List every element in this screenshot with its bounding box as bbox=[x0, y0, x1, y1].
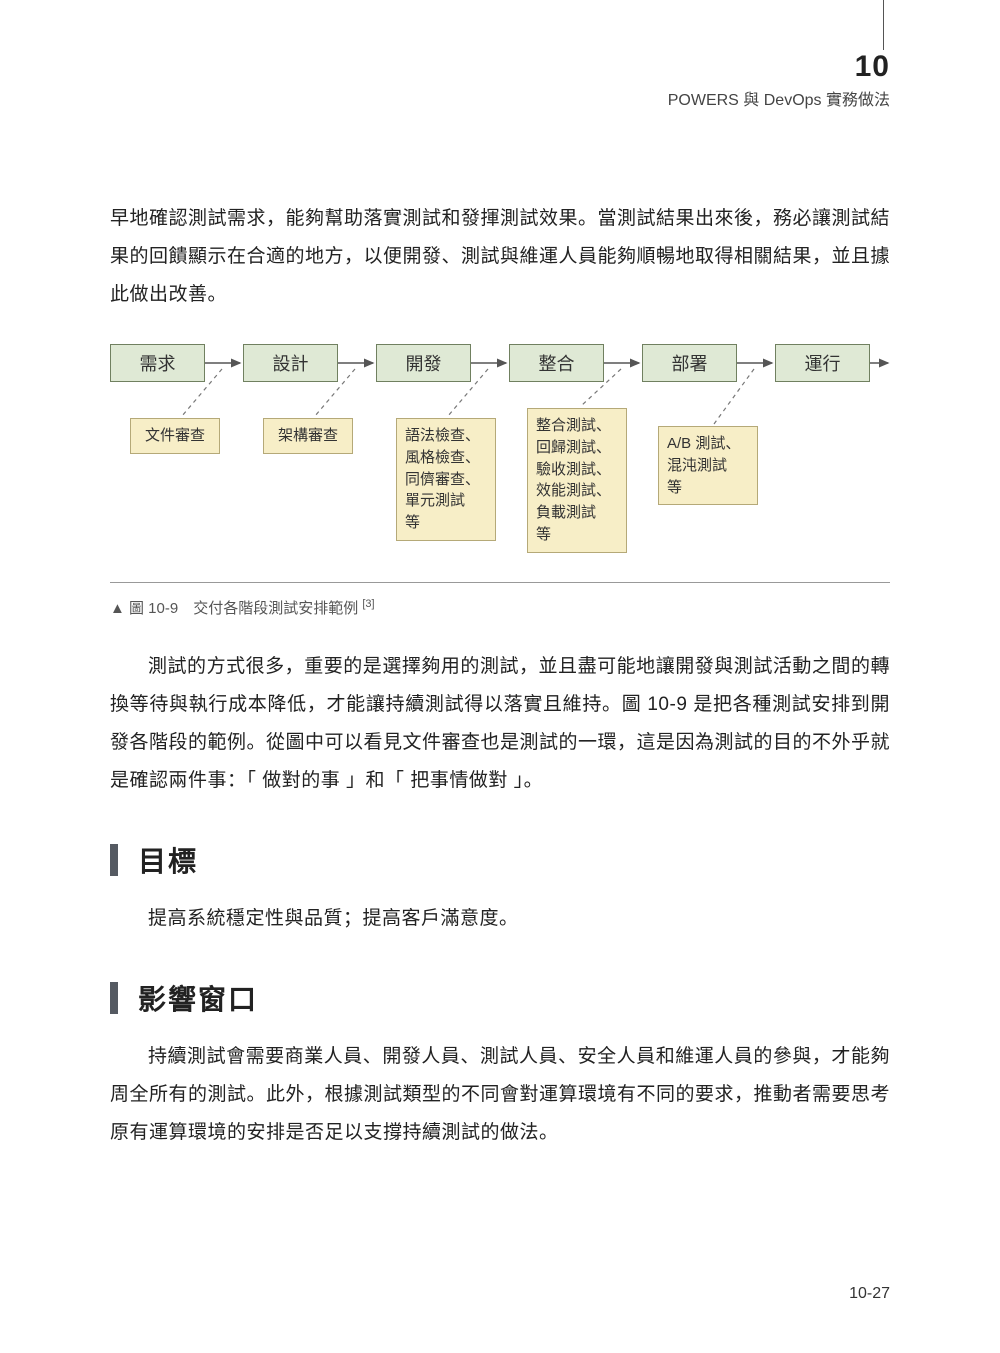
section-bar-icon bbox=[110, 844, 118, 876]
paragraph-intro: 早地確認測試需求，能夠幫助落實測試和發揮測試效果。當測試結果出來後，務必讓測試結… bbox=[110, 200, 890, 314]
section-title-goal: 目標 bbox=[138, 840, 198, 880]
diagram-container: 需求 設計 開發 整合 部署 運行 文件審查 架構審查 語法檢查、 風格檢查、 … bbox=[110, 344, 890, 583]
chapter-title: POWERS 與 DevOps 實務做法 bbox=[110, 86, 890, 110]
chapter-number: 10 bbox=[110, 50, 890, 84]
stage-operate: 運行 bbox=[775, 344, 870, 382]
section-body-impact: 持續測試會需要商業人員、開發人員、測試人員、安全人員和維運人員的參與，才能夠周全… bbox=[110, 1038, 890, 1152]
sub-dev-checks: 語法檢查、 風格檢查、 同儕審查、 單元測試 等 bbox=[396, 418, 496, 541]
page-number: 10-27 bbox=[849, 1285, 890, 1303]
stage-develop: 開發 bbox=[376, 344, 471, 382]
section-title-impact: 影響窗口 bbox=[138, 978, 258, 1018]
stage-deploy: 部署 bbox=[642, 344, 737, 382]
section-heading-goal: 目標 bbox=[110, 840, 890, 880]
paragraph-2: 測試的方式很多，重要的是選擇夠用的測試，並且盡可能地讓開發與測試活動之間的轉換等… bbox=[110, 648, 890, 800]
sub-integration: 整合測試、 回歸測試、 驗收測試、 效能測試、 負載測試 等 bbox=[527, 408, 627, 553]
figure-caption: ▲ 圖 10-9 交付各階段測試安排範例 [3] bbox=[110, 597, 890, 618]
sub-deployment: A/B 測試、 混沌測試 等 bbox=[658, 426, 758, 505]
stage-design: 設計 bbox=[243, 344, 338, 382]
pipeline-diagram: 需求 設計 開發 整合 部署 運行 文件審查 架構審查 語法檢查、 風格檢查、 … bbox=[110, 344, 890, 564]
section-heading-impact: 影響窗口 bbox=[110, 978, 890, 1018]
page: 10 POWERS 與 DevOps 實務做法 早地確認測試需求，能夠幫助落實測… bbox=[0, 0, 1000, 1353]
page-header: 10 POWERS 與 DevOps 實務做法 bbox=[110, 50, 890, 110]
caption-text: ▲ 圖 10-9 交付各階段測試安排範例 bbox=[110, 600, 362, 617]
stage-requirements: 需求 bbox=[110, 344, 205, 382]
stage-integrate: 整合 bbox=[509, 344, 604, 382]
arrows-svg bbox=[110, 344, 890, 564]
header-rule bbox=[883, 0, 884, 50]
section-bar-icon bbox=[110, 982, 118, 1014]
sub-arch-review: 架構審查 bbox=[263, 418, 353, 454]
section-body-goal: 提高系統穩定性與品質；提高客戶滿意度。 bbox=[110, 900, 890, 938]
caption-ref: [3] bbox=[362, 598, 374, 610]
sub-doc-review: 文件審查 bbox=[130, 418, 220, 454]
